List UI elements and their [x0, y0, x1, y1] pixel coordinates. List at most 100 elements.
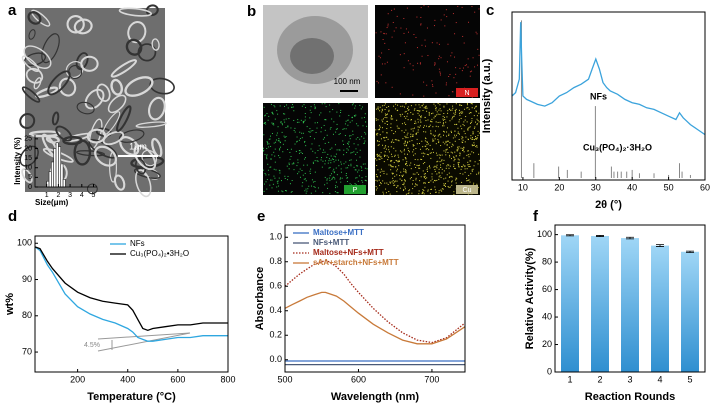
sem-flake	[116, 105, 132, 132]
element-dot	[443, 106, 445, 108]
element-dot	[431, 80, 433, 82]
element-dot	[349, 159, 351, 161]
element-dot	[461, 166, 463, 168]
element-dot	[424, 140, 426, 142]
element-dot	[328, 160, 330, 162]
element-dot	[444, 185, 446, 187]
element-dot	[405, 172, 407, 174]
element-dot	[472, 138, 474, 140]
element-dot	[441, 168, 443, 170]
element-dot	[293, 163, 295, 165]
element-dot	[463, 42, 465, 44]
element-dot	[355, 138, 357, 140]
element-dot	[439, 161, 441, 163]
element-dot	[391, 130, 393, 132]
element-dot	[452, 107, 454, 109]
element-dot	[438, 109, 440, 111]
element-dot	[448, 176, 450, 178]
element-dot	[335, 131, 337, 133]
element-dot	[399, 175, 401, 177]
sem-flake	[145, 4, 159, 17]
element-dot	[381, 52, 383, 54]
element-dot	[279, 172, 281, 174]
element-dot	[349, 138, 351, 140]
element-dot	[404, 179, 406, 181]
element-dot	[431, 84, 433, 86]
element-dot	[385, 188, 387, 190]
sem-flake	[28, 29, 36, 40]
sem-flake	[135, 158, 147, 175]
element-dot	[383, 154, 385, 156]
element-dot	[404, 111, 406, 113]
element-dot	[461, 181, 463, 183]
element-dot	[403, 67, 405, 69]
element-dot	[379, 184, 381, 186]
element-dot	[463, 147, 465, 149]
element-dot	[418, 167, 420, 169]
element-dot	[412, 134, 414, 136]
element-dot	[461, 141, 463, 143]
element-dot	[364, 163, 366, 165]
element-dot	[430, 180, 432, 182]
element-dot	[431, 173, 433, 175]
element-dot	[391, 181, 393, 183]
element-dot	[333, 155, 335, 157]
element-dot	[457, 147, 459, 149]
element-dot	[424, 39, 426, 41]
element-dot	[395, 27, 397, 29]
element-dot	[467, 179, 469, 181]
element-dot	[402, 176, 404, 178]
element-dot	[473, 127, 475, 129]
element-dot	[309, 136, 311, 138]
element-dot	[361, 117, 363, 119]
element-dot	[390, 123, 392, 125]
element-dot	[288, 118, 290, 120]
element-dot	[303, 164, 305, 166]
element-dot	[438, 142, 440, 144]
element-dot	[317, 122, 319, 124]
element-dot	[438, 172, 440, 174]
y-axis-label: Intensity (a.u.)	[481, 58, 493, 133]
element-dot	[445, 82, 447, 84]
element-dot	[424, 175, 426, 177]
element-dot	[447, 112, 449, 114]
element-dot	[326, 178, 328, 180]
y-tick-label: 20	[542, 339, 552, 349]
element-dot	[425, 125, 427, 127]
element-dot	[417, 110, 419, 112]
element-dot	[400, 171, 402, 173]
element-dot	[402, 159, 404, 161]
element-dot	[443, 131, 445, 133]
element-dot	[333, 172, 335, 174]
element-dot	[396, 168, 398, 170]
sem-flake	[124, 76, 154, 97]
element-dot	[392, 166, 394, 168]
element-dot	[417, 62, 419, 64]
element-dot	[448, 135, 450, 137]
x-tick-label: 4	[657, 374, 662, 384]
element-dot	[430, 130, 432, 132]
element-dot	[450, 151, 452, 153]
element-dot	[421, 55, 423, 57]
element-dot	[395, 150, 397, 152]
element-dot	[352, 130, 354, 132]
element-dot	[291, 190, 293, 192]
y-tick-label: 0.6	[269, 281, 282, 291]
element-dot	[278, 169, 280, 171]
element-dot	[277, 140, 279, 142]
element-dot	[461, 111, 463, 113]
element-dot	[362, 163, 364, 165]
element-dot	[445, 151, 447, 153]
element-dot	[417, 121, 419, 123]
element-dot	[298, 171, 300, 173]
element-dot	[443, 159, 445, 161]
element-dot	[312, 161, 314, 163]
element-dot	[378, 140, 380, 142]
element-dot	[379, 57, 381, 59]
element-dot	[362, 125, 364, 127]
element-dot	[419, 180, 421, 182]
element-dot	[447, 152, 449, 154]
element-dot	[436, 173, 438, 175]
element-dot	[471, 137, 473, 139]
element-dot	[338, 149, 340, 151]
